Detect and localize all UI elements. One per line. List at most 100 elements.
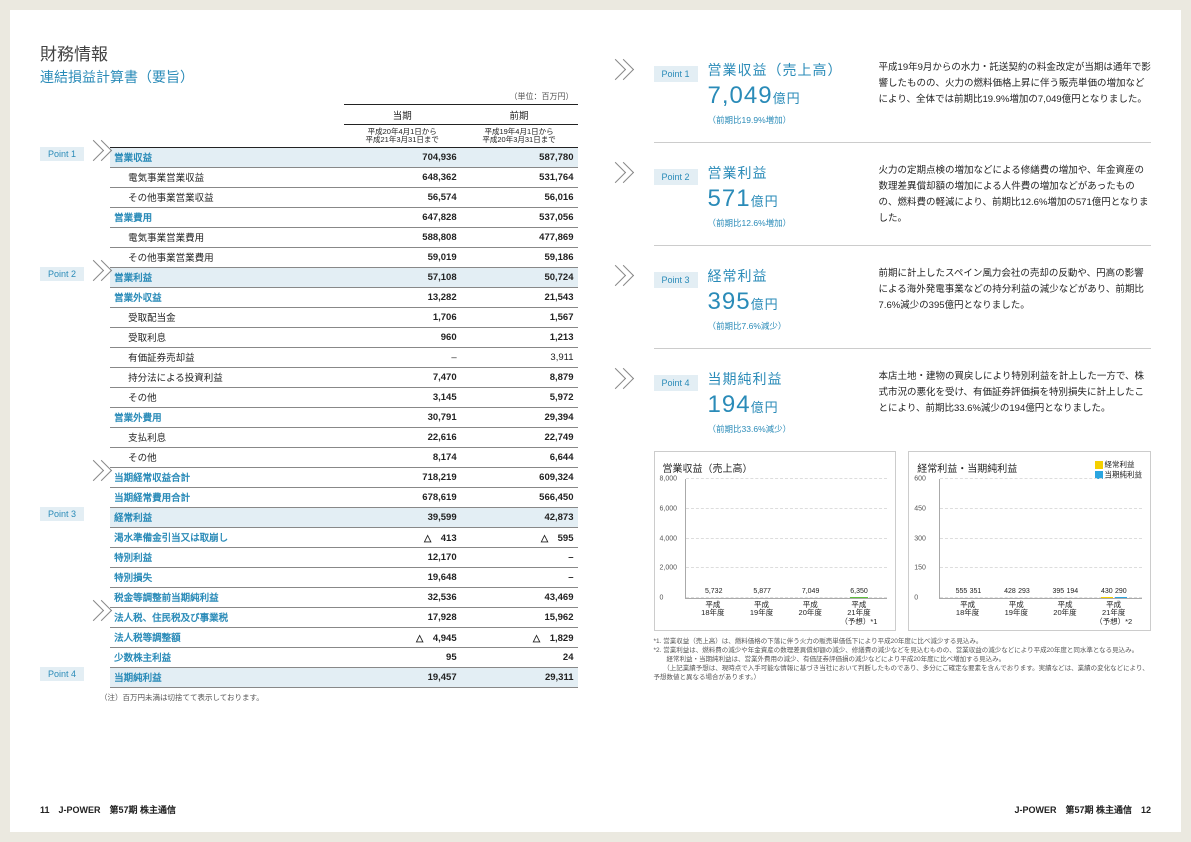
table-row: Point 3経常利益39,59942,873: [40, 507, 578, 527]
col-prev-period: 平成19年4月1日から 平成20年3月31日まで: [461, 125, 578, 148]
row-value-current: △ 4,945: [344, 627, 461, 647]
row-value-current: 12,170: [344, 547, 461, 567]
row-value-prev: 3,911: [461, 347, 578, 367]
row-value-prev: 477,869: [461, 227, 578, 247]
point-value: 194億円: [708, 391, 873, 419]
row-value-current: 1,706: [344, 307, 461, 327]
col-prev-header: 前期: [465, 108, 574, 122]
row-value-prev: 21,543: [461, 287, 578, 307]
row-value-prev: 531,764: [461, 167, 578, 187]
point-title: 営業収益（売上高）: [708, 60, 873, 80]
row-label: 当期純利益: [110, 667, 344, 687]
row-value-prev: 6,644: [461, 447, 578, 467]
chevron-right-icon: [608, 268, 638, 290]
row-label: その他事業営業収益: [110, 187, 344, 207]
row-value-current: 648,362: [344, 167, 461, 187]
row-value-prev: 587,780: [461, 147, 578, 167]
y-tick-label: 300: [914, 535, 926, 542]
bar-value-label: 293: [1018, 588, 1030, 595]
row-value-current: 30,791: [344, 407, 461, 427]
legend-item: 経常利益: [1095, 460, 1143, 470]
row-value-current: 19,648: [344, 567, 461, 587]
chart-bar: 6,350: [850, 597, 868, 598]
row-value-prev: 56,016: [461, 187, 578, 207]
point-tag: Point 1: [654, 66, 698, 82]
point-description: 前期に計上したスペイン風力会社の売却の反動や、円高の影響による海外発電事業などの…: [873, 266, 1151, 314]
row-label: 当期経常費用合計: [110, 487, 344, 507]
point-description: 本店土地・建物の買戻しにより特別利益を計上した一方で、株式市況の悪化を受け、有価…: [873, 369, 1151, 417]
row-value-current: 13,282: [344, 287, 461, 307]
row-value-current: 17,928: [344, 607, 461, 627]
x-tick-label: 平成 18年度: [689, 601, 738, 626]
table-row: 受取配当金1,7061,567: [40, 307, 578, 327]
table-row: 法人税、住民税及び事業税17,92815,962: [40, 607, 578, 627]
chart-profit: 経常利益当期純利益 経常利益・当期純利益 0150300450600555351…: [908, 451, 1151, 631]
table-row: 営業外収益13,28221,543: [40, 287, 578, 307]
x-tick-label: 平成 21年度 （予想）*2: [1089, 601, 1138, 626]
point-description: 平成19年9月からの水力・託送契約の料金改定が当期は通年で影響したものの、火力の…: [873, 60, 1151, 108]
row-label: 電気事業営業収益: [110, 167, 344, 187]
table-row: 渇水準備金引当又は取崩し△ 413△ 595: [40, 527, 578, 547]
page-title: 財務情報: [40, 40, 578, 65]
table-row: 電気事業営業収益648,362531,764: [40, 167, 578, 187]
row-label: その他: [110, 447, 344, 467]
row-value-prev: 609,324: [461, 467, 578, 487]
table-row: 少数株主利益9524: [40, 647, 578, 667]
point-tag: Point 2: [654, 169, 698, 185]
table-row: その他事業営業収益56,57456,016: [40, 187, 578, 207]
row-label: 持分法による投資利益: [110, 367, 344, 387]
row-label: 法人税等調整額: [110, 627, 344, 647]
point-subtitle: （前期比33.6%減少）: [708, 423, 873, 435]
point-tag: Point 3: [40, 507, 84, 521]
table-row: 特別利益12,170–: [40, 547, 578, 567]
row-label: 営業外収益: [110, 287, 344, 307]
bar-value-label: 194: [1067, 588, 1079, 595]
y-tick-label: 450: [914, 505, 926, 512]
y-tick-label: 600: [914, 476, 926, 483]
row-value-current: 22,616: [344, 427, 461, 447]
table-row: その他8,1746,644: [40, 447, 578, 467]
y-tick-label: 0: [914, 595, 918, 602]
row-value-prev: 537,056: [461, 207, 578, 227]
row-value-prev: 29,394: [461, 407, 578, 427]
row-value-current: 59,019: [344, 247, 461, 267]
x-tick-label: 平成 20年度: [786, 601, 835, 626]
bar-value-label: 430: [1101, 588, 1113, 595]
table-row: 当期経常費用合計678,619566,450: [40, 487, 578, 507]
table-row: 持分法による投資利益7,4708,879: [40, 367, 578, 387]
chart2-legend: 経常利益当期純利益: [1095, 460, 1143, 480]
chevron-right-icon: [608, 62, 638, 84]
row-value-prev: 8,879: [461, 367, 578, 387]
row-value-prev: 566,450: [461, 487, 578, 507]
row-label: 営業外費用: [110, 407, 344, 427]
row-value-prev: 1,213: [461, 327, 578, 347]
row-label: 営業費用: [110, 207, 344, 227]
point-tag: Point 1: [40, 147, 84, 161]
row-value-prev: 59,186: [461, 247, 578, 267]
row-value-current: 39,599: [344, 507, 461, 527]
row-value-prev: –: [461, 567, 578, 587]
row-value-current: 647,828: [344, 207, 461, 227]
table-row: 電気事業営業費用588,808477,869: [40, 227, 578, 247]
point-block: Point 1 営業収益（売上高） 7,049億円 （前期比19.9%増加） 平…: [614, 40, 1152, 126]
x-tick-label: 平成 19年度: [992, 601, 1041, 626]
right-page: Point 1 営業収益（売上高） 7,049億円 （前期比19.9%増加） 平…: [596, 10, 1182, 832]
charts-row: 営業収益（売上高） 02,0004,0006,0008,0005,7325,87…: [654, 451, 1152, 631]
point-subtitle: （前期比19.9%増加）: [708, 114, 873, 126]
row-value-current: 57,108: [344, 267, 461, 287]
table-footnote: （注）百万円未満は切捨てて表示しております。: [40, 692, 578, 703]
point-block: Point 4 当期純利益 194億円 （前期比33.6%減少） 本店土地・建物…: [614, 349, 1152, 435]
bar-value-label: 395: [1053, 588, 1065, 595]
point-title: 当期純利益: [708, 369, 873, 389]
row-value-prev: 22,749: [461, 427, 578, 447]
point-value: 571億円: [708, 185, 873, 213]
chevron-right-icon: [608, 371, 638, 393]
row-value-prev: 24: [461, 647, 578, 667]
table-row: 有価証券売却益–3,911: [40, 347, 578, 367]
chart-revenue: 営業収益（売上高） 02,0004,0006,0008,0005,7325,87…: [654, 451, 897, 631]
page-number-right: J-POWER 第57期 株主通信 12: [1014, 803, 1151, 816]
row-label: 特別損失: [110, 567, 344, 587]
point-subtitle: （前期比12.6%増加）: [708, 217, 873, 229]
row-value-current: 960: [344, 327, 461, 347]
footnotes: *1. 営業収益（売上高）は、燃料価格の下落に伴う火力の販売単価低下により平成2…: [654, 637, 1152, 682]
